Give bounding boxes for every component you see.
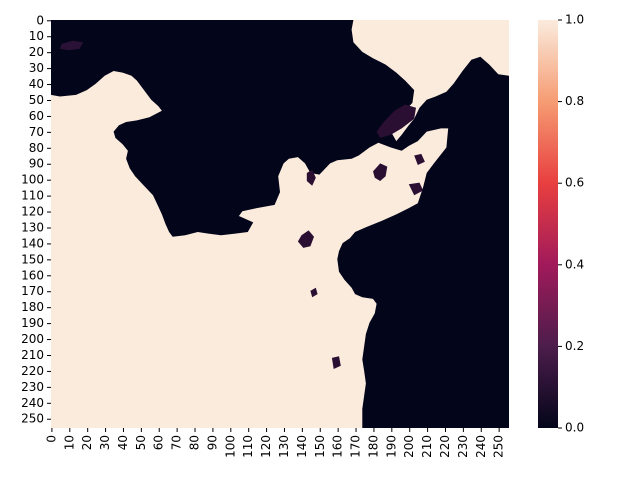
- colorbar-tick-label: 0.8: [565, 94, 584, 108]
- x-tick-label: 160: [331, 435, 345, 458]
- x-tick-label: 240: [474, 435, 488, 458]
- y-tick-label: 110: [21, 189, 44, 203]
- y-tick-label: 130: [21, 220, 44, 234]
- x-tick-label: 180: [366, 435, 380, 458]
- x-tick-label: 140: [295, 435, 309, 458]
- heatmap-region-mid-patch: [59, 40, 84, 51]
- heatmap-region-low-inlet-1: [373, 163, 388, 181]
- x-tick-label: 120: [259, 435, 273, 458]
- y-tick-label: 240: [21, 396, 44, 410]
- x-tick-label: 130: [277, 435, 291, 458]
- y-tick-label: 250: [21, 412, 44, 426]
- y-tick-label: 180: [21, 300, 44, 314]
- y-tick-label: 90: [29, 157, 44, 171]
- y-tick-label: 80: [29, 141, 44, 155]
- y-tick-label: 200: [21, 332, 44, 346]
- x-tick-label: 70: [170, 435, 184, 450]
- x-tick-label: 100: [223, 435, 237, 458]
- heatmap-region-low-inlet-5: [331, 356, 341, 369]
- x-tick-label: 230: [456, 435, 470, 458]
- y-tick-label: 230: [21, 380, 44, 394]
- heatmap-regions: [51, 20, 509, 428]
- colorbar-tick-label: 0.0: [565, 421, 584, 435]
- y-tick-label: 170: [21, 284, 44, 298]
- y-tick-label: 210: [21, 348, 44, 362]
- x-tick-label: 220: [438, 435, 452, 458]
- heatmap-region-high-top-right: [351, 20, 509, 142]
- x-tick-label: 80: [188, 435, 202, 450]
- heatmap-plot-area: [51, 20, 509, 428]
- heatmap-region-low-inlet-0: [376, 104, 416, 138]
- x-tick-label: 20: [80, 435, 94, 450]
- y-tick-label: 220: [21, 364, 44, 378]
- colorbar-tick-label: 0.2: [565, 339, 584, 353]
- x-tick-label: 90: [205, 435, 219, 450]
- x-tick-label: 10: [62, 435, 76, 450]
- y-tick-label: 10: [29, 29, 44, 43]
- x-tick-label: 0: [44, 435, 58, 443]
- y-tick-label: 140: [21, 236, 44, 250]
- y-tick-label: 40: [29, 77, 44, 91]
- x-tick-label: 210: [420, 435, 434, 458]
- y-tick-label: 0: [36, 13, 44, 27]
- y-tick-label: 120: [21, 205, 44, 219]
- y-tick-label: 100: [21, 173, 44, 187]
- y-tick-label: 50: [29, 93, 44, 107]
- colorbar: 0.0 0.2 0.4 0.6 0.8 1.0: [538, 13, 584, 435]
- heatmap-region-high-left: [51, 71, 449, 428]
- y-tick-label: 160: [21, 268, 44, 282]
- x-tick-label: 250: [492, 435, 506, 458]
- x-tick-label: 40: [116, 435, 130, 450]
- x-tick-label: 30: [98, 435, 112, 450]
- x-tick-label: 50: [134, 435, 148, 450]
- y-tick-label: 150: [21, 252, 44, 266]
- x-tick-label: 150: [313, 435, 327, 458]
- y-tick-label: 60: [29, 109, 44, 123]
- y-tick-label: 20: [29, 45, 44, 59]
- x-tick-label: 60: [152, 435, 166, 450]
- colorbar-tick-label: 0.6: [565, 176, 584, 190]
- colorbar-tick-label: 0.4: [565, 257, 584, 271]
- x-axis: 0 10 20 30 40 50 60 70 80 90 100 110 120 130 140 150 160…: [44, 428, 506, 458]
- heatmap-region-low-inlet-2: [297, 230, 314, 248]
- heatmap-region-low-inlet-4: [310, 287, 318, 298]
- heatmap-region-low-inlet-6: [408, 182, 424, 196]
- heatmap-region-low-inlet-7: [414, 153, 425, 165]
- x-tick-label: 170: [349, 435, 363, 458]
- x-tick-label: 190: [384, 435, 398, 458]
- x-tick-label: 110: [241, 435, 255, 458]
- y-tick-label: 70: [29, 125, 44, 139]
- colorbar-gradient: [538, 20, 558, 428]
- heatmap-region-low-inlet-3: [306, 169, 316, 186]
- x-tick-label: 200: [402, 435, 416, 458]
- y-tick-label: 30: [29, 61, 44, 75]
- colorbar-tick-label: 1.0: [565, 13, 584, 27]
- y-tick-label: 190: [21, 316, 44, 330]
